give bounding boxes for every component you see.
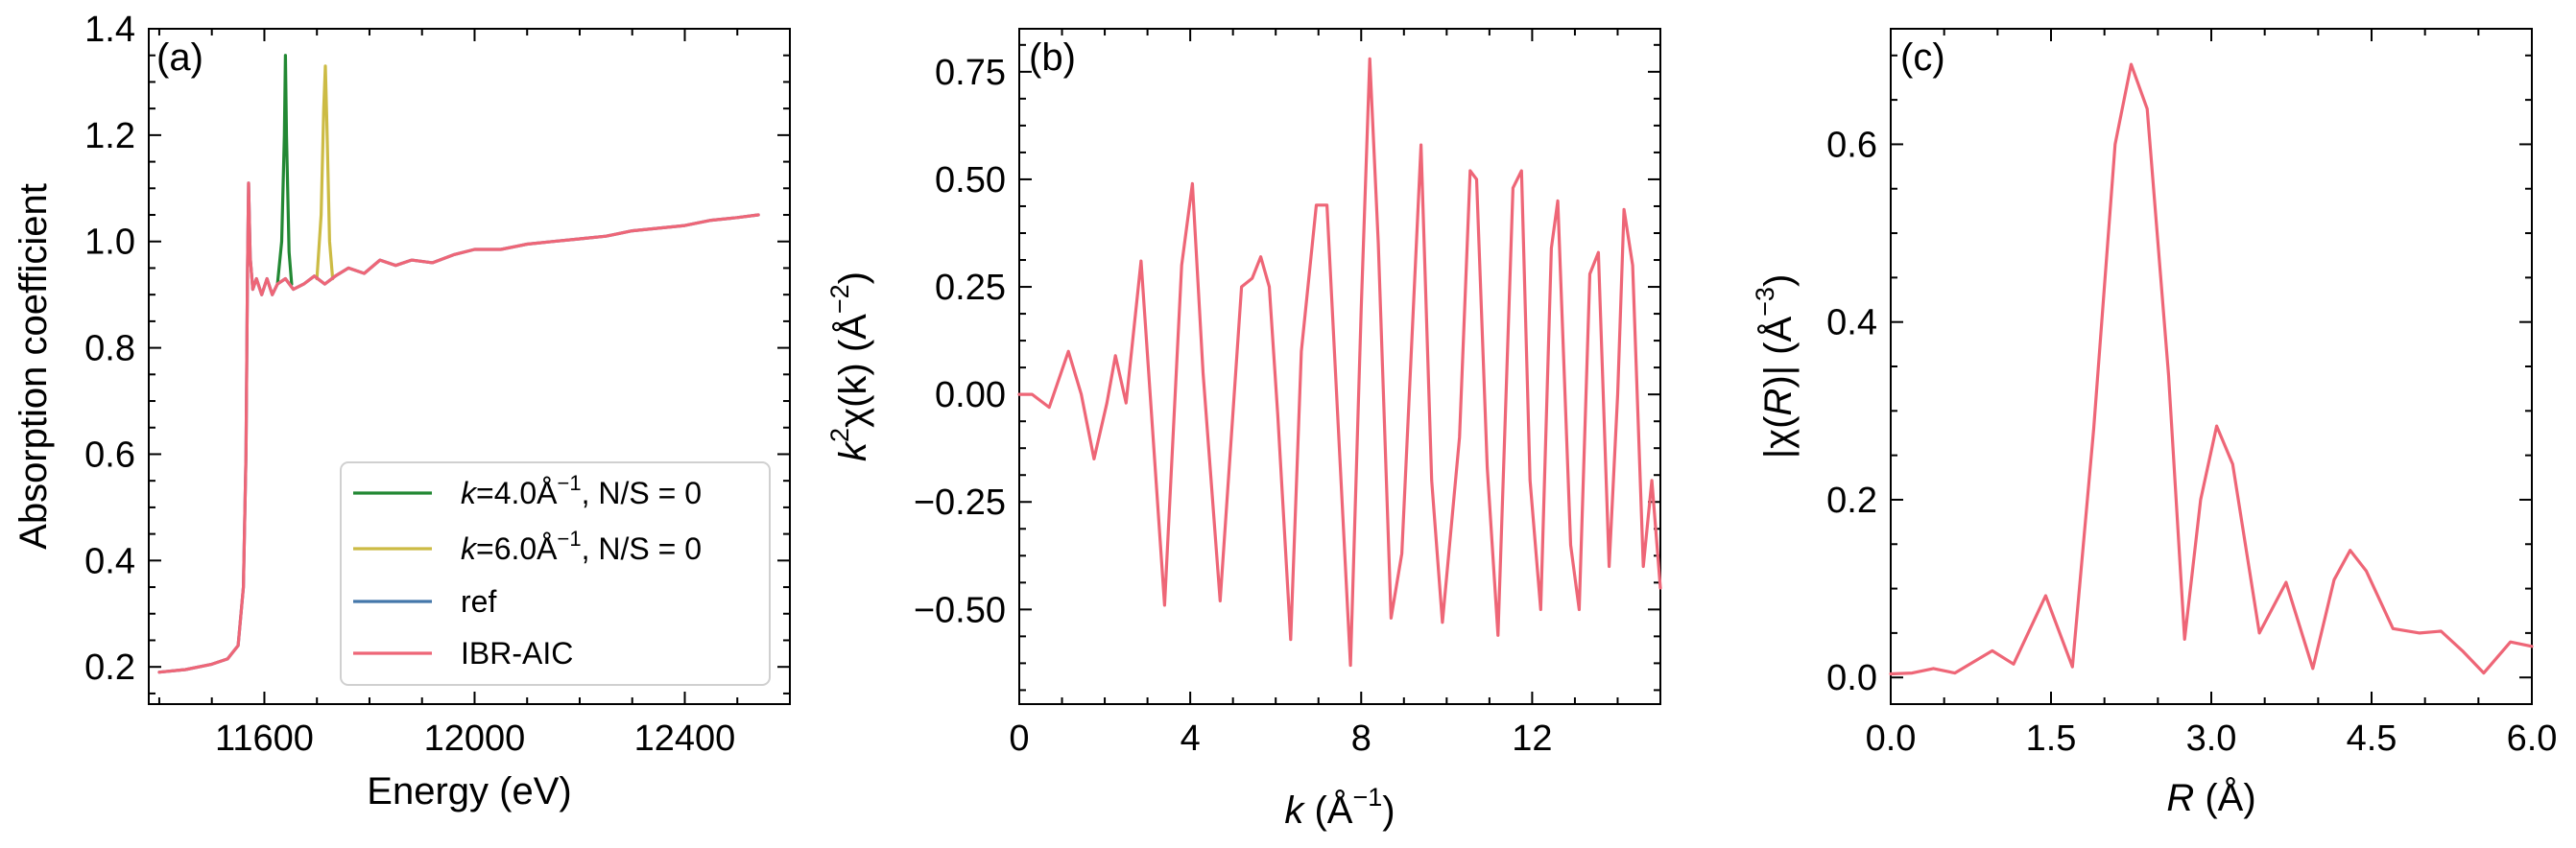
y-tick-label: 0.8 bbox=[84, 329, 135, 369]
y-tick-label: 0.2 bbox=[84, 648, 135, 688]
y-tick-label: 0.2 bbox=[1826, 481, 1877, 521]
series-line-a-0 bbox=[275, 54, 294, 286]
legend-label-k4: k=4.0Å−1, N/S = 0 bbox=[461, 471, 702, 510]
y-tick-label: 0.6 bbox=[84, 435, 135, 475]
x-tick-label: 1.5 bbox=[2026, 718, 2077, 759]
panel-a-ylabel: Absorption coefficient bbox=[12, 183, 55, 550]
x-tick-label: 11600 bbox=[215, 718, 314, 759]
panel-b-kspace: 0 4 8 12 −0.50 −0.25 0.00 0.25 0.50 0.75 (b) k (Å… bbox=[825, 28, 1662, 832]
panel-c-rspace: 0.0 1.5 3.0 4.5 6.0 0.0 0.2 0.4 0.6 (c) R (Å) |χ… bbox=[1751, 28, 2557, 819]
panel-a-ticks: 11600 12000 12400 0.2 0.4 0.6 0.8 1.0 1.2 1.4 bbox=[84, 10, 791, 759]
y-tick-label: −0.50 bbox=[914, 590, 1006, 630]
x-tick-label: 6.0 bbox=[2507, 718, 2558, 759]
panel-b-frame bbox=[1018, 28, 1661, 705]
y-tick-label: 0.50 bbox=[935, 160, 1006, 200]
panel-a-frame bbox=[148, 28, 791, 705]
legend-entry-ibr-aic: IBR-AIC bbox=[353, 636, 573, 671]
panel-c-series bbox=[1889, 62, 2534, 676]
series-line-b-0 bbox=[1017, 57, 1662, 668]
legend-entry-k4: k=4.0Å−1, N/S = 0 bbox=[353, 471, 702, 510]
legend-label-ref: ref bbox=[461, 584, 496, 619]
y-tick-label: 0.4 bbox=[84, 541, 135, 581]
legend-label-k6: k=6.0Å−1, N/S = 0 bbox=[461, 527, 702, 566]
series-line-a-3 bbox=[157, 181, 760, 674]
legend-box bbox=[340, 461, 771, 686]
y-tick-label: 0.25 bbox=[935, 268, 1006, 308]
panel-b-label: (b) bbox=[1029, 36, 1076, 79]
legend-entry-ref: ref bbox=[353, 584, 496, 619]
series-line-c-0 bbox=[1889, 62, 2534, 676]
panel-a-label: (a) bbox=[156, 36, 203, 79]
y-tick-label: −0.25 bbox=[914, 483, 1006, 523]
x-tick-label: 0.0 bbox=[1866, 718, 1917, 759]
legend-label-ibr-aic: IBR-AIC bbox=[461, 636, 573, 671]
panel-c-frame bbox=[1890, 28, 2533, 705]
x-tick-label: 0 bbox=[1009, 718, 1029, 759]
panel-c-xlabel: R (Å) bbox=[2166, 776, 2255, 819]
y-tick-label: 1.4 bbox=[84, 10, 135, 50]
y-tick-label: 0.6 bbox=[1826, 125, 1877, 165]
panel-c-label: (c) bbox=[1900, 36, 1945, 79]
x-tick-label: 12400 bbox=[634, 718, 736, 759]
x-tick-label: 3.0 bbox=[2186, 718, 2237, 759]
y-tick-label: 1.2 bbox=[84, 116, 135, 156]
panel-a-series bbox=[157, 54, 760, 674]
x-tick-label: 4.5 bbox=[2347, 718, 2397, 759]
panel-b-ticks: 0 4 8 12 −0.50 −0.25 0.00 0.25 0.50 0.75 bbox=[914, 29, 1661, 759]
y-tick-label: 0.75 bbox=[935, 53, 1006, 93]
panel-b-ylabel: k2χ(k) (Å−2) bbox=[825, 271, 874, 461]
x-tick-label: 12 bbox=[1512, 718, 1552, 759]
panel-a-xlabel: Energy (eV) bbox=[367, 770, 571, 813]
x-tick-label: 4 bbox=[1181, 718, 1201, 759]
x-tick-label: 8 bbox=[1351, 718, 1371, 759]
y-tick-label: 0.00 bbox=[935, 375, 1006, 415]
y-tick-label: 0.4 bbox=[1826, 303, 1877, 343]
panel-c-ticks: 0.0 1.5 3.0 4.5 6.0 0.0 0.2 0.4 0.6 bbox=[1826, 29, 2557, 759]
x-tick-label: 12000 bbox=[424, 718, 526, 759]
panel-b-series bbox=[1017, 57, 1662, 668]
panel-b-xlabel: k (Å−1) bbox=[1284, 783, 1395, 832]
panel-a-energy-absorption: 11600 12000 12400 0.2 0.4 0.6 0.8 1.0 1.2 1.4 (a)… bbox=[12, 10, 791, 813]
legend-entry-k6: k=6.0Å−1, N/S = 0 bbox=[353, 527, 702, 566]
y-tick-label: 0.0 bbox=[1826, 658, 1877, 698]
legend: k=4.0Å−1, N/S = 0 k=6.0Å−1, N/S = 0 ref … bbox=[340, 461, 771, 686]
y-tick-label: 1.0 bbox=[84, 223, 135, 263]
panel-c-ylabel: |χ(R)| (Å−3) bbox=[1751, 274, 1800, 459]
series-line-a-1 bbox=[315, 64, 335, 281]
